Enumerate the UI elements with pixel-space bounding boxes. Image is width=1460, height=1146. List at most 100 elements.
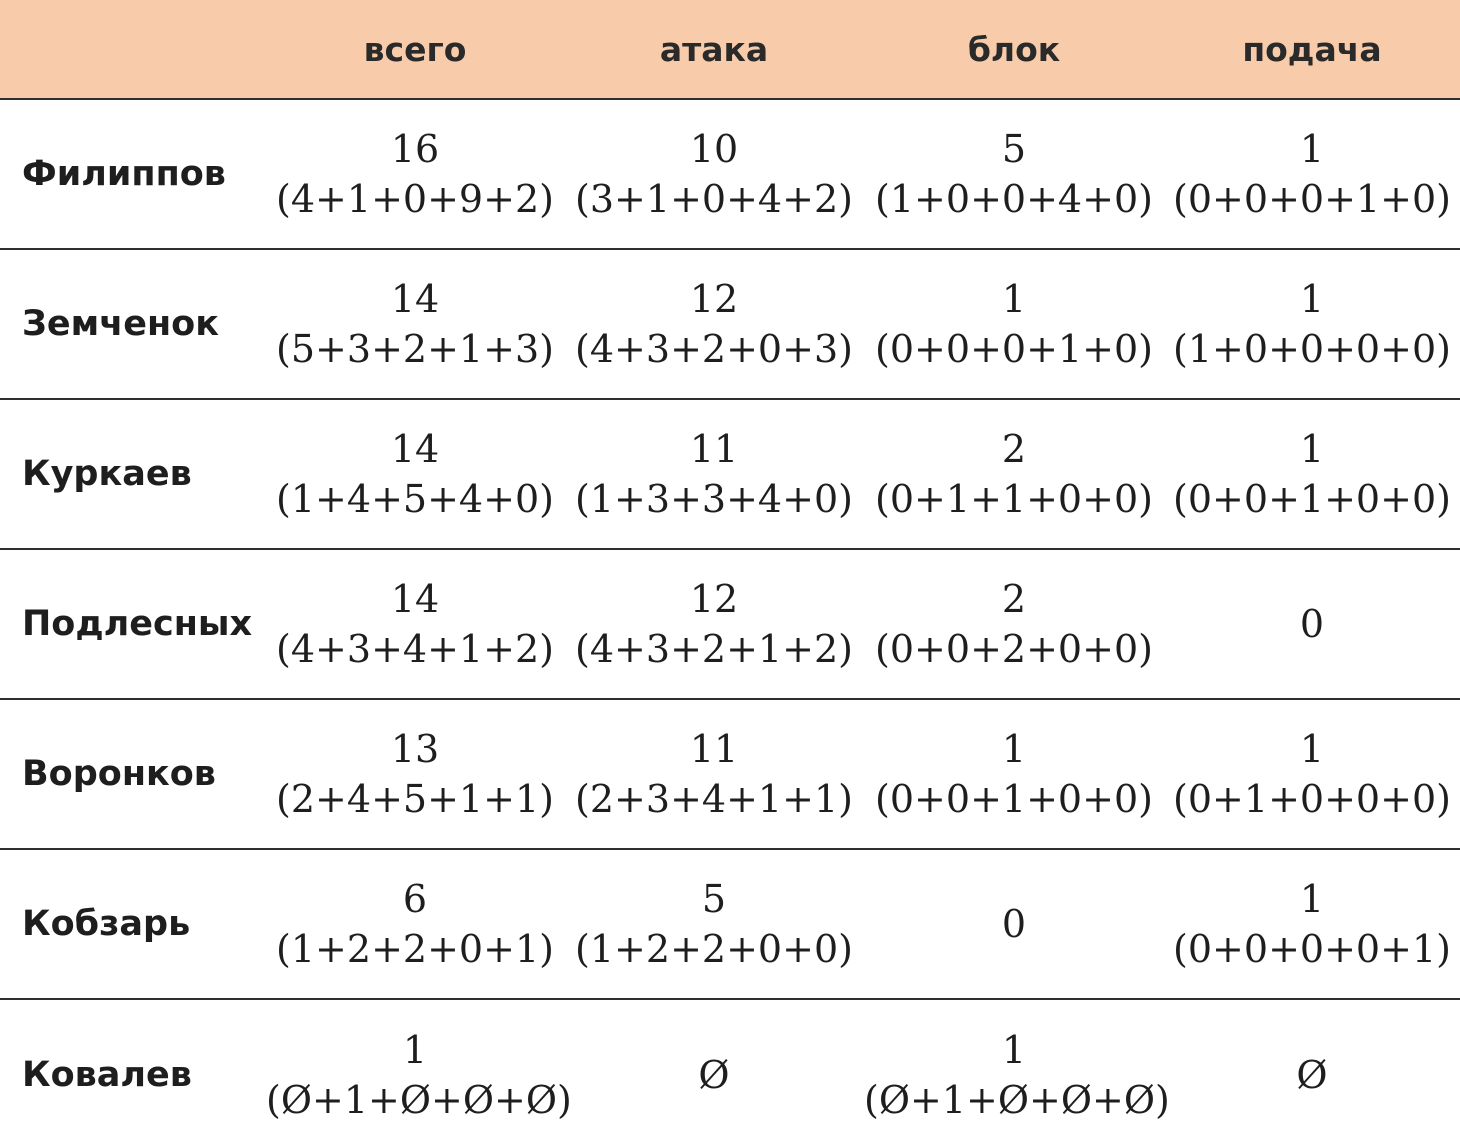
serve-breakdown: (0+0+0+0+1) [1173,927,1451,971]
serve-value: 1 [1299,877,1325,921]
header-total: всего [266,0,564,100]
player-name: Филиппов [0,99,266,250]
player-name: Земченок [0,249,266,400]
stat-cell-serve: 1 (0+0+0+0+1) [1164,849,1460,1000]
stat-cell-total: 6 (1+2+2+0+1) [266,849,564,1000]
block-breakdown: (0+0+1+0+0) [875,777,1153,821]
serve-value: 1 [1299,277,1325,321]
block-value: 1 [1001,1027,1027,1072]
stat-cell-block: 1 (Ø+1+Ø+Ø+Ø) [864,999,1170,1146]
player-name: Ковалев [22,1054,192,1095]
attack-breakdown: (1+3+3+4+0) [575,477,853,521]
header-serve: подача [1164,0,1460,100]
serve-value: 1 [1299,127,1325,171]
table-row: Кобзарь 6 (1+2+2+0+1) 5 (1+2+2+0+0) 0 1 (0+0+0+… [0,849,1460,1000]
player-name: Воронков [0,699,266,850]
total-value: 14 [390,427,440,471]
serve-value: 0 [1299,602,1325,646]
stat-cell-attack: 11 (1+3+3+4+0) [564,399,864,550]
stat-cell-serve: Ø [1164,999,1460,1146]
stat-cell-block: 2 (0+1+1+0+0) [864,399,1164,550]
header-row: всего атака блок подача [0,0,1460,100]
stat-cell-block: 0 [864,849,1164,1000]
player-name: Куркаев [0,399,266,550]
header-attack: атака [564,0,864,100]
table-row: Филиппов 16 (4+1+0+9+2) 10 (3+1+0+4+2) 5 (1+0+… [0,99,1460,250]
serve-breakdown: (0+1+0+0+0) [1173,777,1451,821]
stat-cell-serve: 1 (0+0+0+1+0) [1164,99,1460,250]
stat-cell-serve: 1 (0+1+0+0+0) [1164,699,1460,850]
stat-cell-attack: 12 (4+3+2+1+2) [564,549,864,700]
serve-breakdown: (0+0+0+1+0) [1173,177,1451,221]
total-value: 14 [390,577,440,621]
header-block: блок [864,0,1164,100]
attack-value: 11 [689,427,739,471]
stat-cell-attack: 11 (2+3+4+1+1) [564,699,864,850]
stat-cell-block: 1 (0+0+1+0+0) [864,699,1164,850]
stat-cell-attack: Ø [564,999,864,1146]
stat-cell-total: 14 (1+4+5+4+0) [266,399,564,550]
attack-value: 5 [701,877,727,921]
stat-cell-total: 14 (5+3+2+1+3) [266,249,564,400]
total-breakdown: (5+3+2+1+3) [276,327,554,371]
stat-cell-block: 5 (1+0+0+4+0) [864,99,1164,250]
total-breakdown: (4+3+4+1+2) [276,627,554,671]
block-breakdown: (0+0+2+0+0) [875,627,1153,671]
total-value: 6 [402,877,428,921]
block-breakdown: (1+0+0+4+0) [875,177,1153,221]
stat-cell-attack: 12 (4+3+2+0+3) [564,249,864,400]
block-value: 5 [1001,127,1027,171]
stat-cell-total: 14 (4+3+4+1+2) [266,549,564,700]
header-player [0,0,266,100]
total-value: 1 [402,1027,428,1072]
attack-breakdown: (3+1+0+4+2) [575,177,853,221]
attack-value: Ø [698,1052,730,1097]
serve-value: 1 [1299,727,1325,771]
serve-breakdown: (0+0+1+0+0) [1173,477,1451,521]
attack-value: 10 [689,127,739,171]
stat-cell-block: 1 (0+0+0+1+0) [864,249,1164,400]
table-row: Куркаев 14 (1+4+5+4+0) 11 (1+3+3+4+0) 2 (0+1+1… [0,399,1460,550]
block-value: 0 [1001,902,1027,946]
serve-value: Ø [1296,1052,1328,1097]
total-value: 13 [390,727,440,771]
player-name: Кобзарь [0,849,266,1000]
attack-breakdown: (1+2+2+0+0) [575,927,853,971]
table-row: Ковалев 1 (Ø+1+Ø+Ø+Ø) Ø 1 (Ø+1+Ø+Ø+Ø) Ø [0,999,1460,1146]
block-breakdown: (0+1+1+0+0) [875,477,1153,521]
block-value: 1 [1001,727,1027,771]
player-name: Подлесных [0,549,266,700]
stat-cell-total: 16 (4+1+0+9+2) [266,99,564,250]
stat-cell-serve: 1 (1+0+0+0+0) [1164,249,1460,400]
stat-cell-total: 13 (2+4+5+1+1) [266,699,564,850]
total-breakdown: (4+1+0+9+2) [276,177,554,221]
stat-cell-serve: 1 (0+0+1+0+0) [1164,399,1460,550]
total-breakdown: (Ø+1+Ø+Ø+Ø) [266,1077,572,1122]
stat-cell-attack: 5 (1+2+2+0+0) [564,849,864,1000]
block-breakdown: (0+0+0+1+0) [875,327,1153,371]
table-row: Подлесных 14 (4+3+4+1+2) 12 (4+3+2+1+2) 2 (0+0… [0,549,1460,700]
block-value: 2 [1001,427,1027,471]
table-row: Земченок 14 (5+3+2+1+3) 12 (4+3+2+0+3) 1 (0+0+… [0,249,1460,400]
total-breakdown: (1+4+5+4+0) [276,477,554,521]
table-row: Воронков 13 (2+4+5+1+1) 11 (2+3+4+1+1) 1 (0+0+… [0,699,1460,850]
attack-value: 12 [689,277,739,321]
total-breakdown: (2+4+5+1+1) [276,777,554,821]
stat-cell-total: 1 (Ø+1+Ø+Ø+Ø) [266,999,572,1146]
total-value: 16 [390,127,440,171]
stat-cell-block: 2 (0+0+2+0+0) [864,549,1164,700]
block-value: 2 [1001,577,1027,621]
block-breakdown: (Ø+1+Ø+Ø+Ø) [864,1077,1170,1122]
attack-value: 11 [689,727,739,771]
total-breakdown: (1+2+2+0+1) [276,927,554,971]
attack-breakdown: (4+3+2+0+3) [575,327,853,371]
attack-breakdown: (2+3+4+1+1) [575,777,853,821]
table-header: всего атака блок подача [0,0,1460,100]
attack-value: 12 [689,577,739,621]
serve-breakdown: (1+0+0+0+0) [1173,327,1451,371]
serve-value: 1 [1299,427,1325,471]
stat-cell-serve: 0 [1164,549,1460,700]
attack-breakdown: (4+3+2+1+2) [575,627,853,671]
table-body: Филиппов 16 (4+1+0+9+2) 10 (3+1+0+4+2) 5 (1+0+… [0,99,1460,1146]
